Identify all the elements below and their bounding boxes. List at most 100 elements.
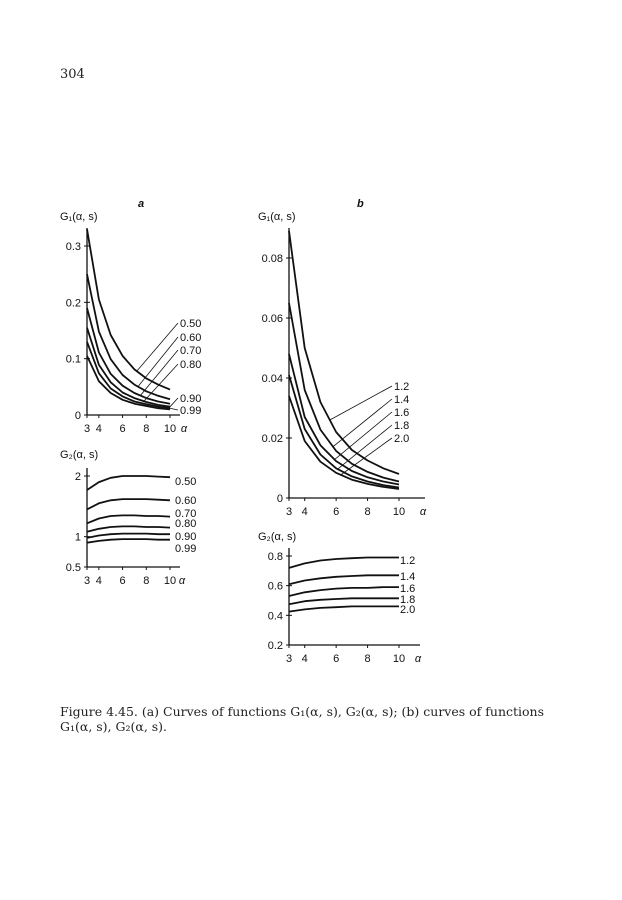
curve-label: 0.70: [180, 345, 201, 357]
leader-line: [329, 385, 393, 421]
curve-0.70: [86, 307, 171, 405]
y-tick-label: 0: [277, 493, 283, 505]
y-tick-label: 0.3: [66, 241, 81, 253]
leader-line: [332, 398, 393, 447]
x-tick-label: 10: [164, 575, 176, 587]
figure-caption: Figure 4.45. (a) Curves of functions G₁(…: [60, 704, 545, 734]
curve-0.80: [86, 327, 171, 408]
x-tick-label: 8: [143, 423, 149, 435]
curve-label: 1.2: [400, 555, 415, 567]
curve-label: 1.6: [394, 407, 409, 419]
curve-0.80: [86, 525, 171, 533]
curve-0.90: [86, 341, 171, 410]
curve-0.90: [86, 532, 170, 539]
y-tick-label: 0.04: [262, 373, 283, 385]
x-tick-label: 3: [84, 423, 90, 435]
y-axis-title: G₂(α, s): [60, 449, 98, 461]
y-tick-label: 0.06: [262, 313, 283, 325]
leader-line: [168, 397, 179, 409]
curve-1.2: [288, 556, 399, 569]
y-tick-label: 0.4: [268, 610, 283, 622]
curve-2.0: [288, 605, 399, 613]
x-tick-label: 8: [143, 575, 149, 587]
leader-line: [140, 349, 179, 396]
x-tick-label: 6: [120, 423, 126, 435]
leader-line: [143, 363, 179, 402]
y-tick-label: 0.2: [268, 640, 283, 652]
y-tick-label: 0.02: [262, 433, 283, 445]
x-tick-label: 3: [84, 575, 90, 587]
curve-1.8: [288, 597, 399, 606]
x-axis-title: α: [420, 506, 427, 518]
curve-label: 0.80: [180, 359, 201, 371]
y-tick-label: 0.8: [268, 551, 283, 563]
leader-line: [334, 411, 393, 460]
x-axis-title: α: [179, 575, 186, 587]
y-axis-title: G₂(α, s): [258, 531, 296, 543]
curve-label: 0.90: [175, 531, 196, 543]
y-tick-label: 1: [75, 532, 81, 544]
x-tick-label: 3: [286, 506, 292, 518]
curve-0.70: [86, 514, 171, 525]
x-tick-label: 8: [365, 653, 371, 665]
y-axis-title: G₁(α, s): [258, 211, 296, 223]
curve-0.99: [86, 538, 170, 544]
x-tick-label: 4: [96, 575, 102, 587]
leader-line: [340, 437, 393, 476]
curve-label: 0.99: [180, 405, 201, 417]
curve-label: 1.8: [400, 594, 415, 606]
curve-0.60: [86, 498, 171, 511]
curve-label: 1.4: [400, 571, 415, 583]
curve-label: 2.0: [394, 433, 409, 445]
x-tick-label: 3: [286, 653, 292, 665]
panel-letter: a: [138, 198, 144, 210]
leader-line: [136, 322, 179, 372]
curve-label: 0.50: [180, 318, 201, 330]
x-tick-label: 4: [302, 653, 308, 665]
curve-1.2: [288, 230, 400, 475]
curve-0.50: [86, 228, 171, 391]
curve-label: 1.4: [394, 394, 409, 406]
curve-label: 1.8: [394, 420, 409, 432]
page-number: 304: [60, 67, 85, 82]
curve-label: 0.99: [175, 543, 196, 555]
curve-1.6: [288, 353, 400, 486]
x-tick-label: 10: [393, 653, 405, 665]
y-axis-title: G₁(α, s): [60, 211, 98, 223]
x-axis-title: α: [181, 423, 188, 435]
panel-letter: b: [357, 198, 364, 210]
y-tick-label: 2: [75, 471, 81, 483]
x-tick-label: 6: [333, 506, 339, 518]
curve-0.50: [86, 475, 171, 491]
curve-0.99: [86, 355, 171, 411]
leader-line: [337, 424, 393, 470]
curve-label: 0.60: [180, 332, 201, 344]
x-tick-label: 8: [365, 506, 371, 518]
x-tick-label: 4: [302, 506, 308, 518]
curve-1.6: [288, 586, 399, 597]
y-tick-label: 0.2: [66, 297, 81, 309]
y-tick-label: 0.6: [268, 581, 283, 593]
leader-line: [169, 407, 179, 411]
curve-label: 0.60: [175, 495, 196, 507]
x-tick-label: 6: [333, 653, 339, 665]
curve-label: 0.80: [175, 518, 196, 530]
x-tick-label: 10: [164, 423, 176, 435]
curve-1.4: [288, 574, 399, 586]
leader-line: [137, 336, 179, 387]
curve-2.0: [288, 395, 400, 490]
curve-label: 1.6: [400, 583, 415, 595]
curve-label: 1.2: [394, 381, 409, 393]
x-tick-label: 10: [393, 506, 405, 518]
y-tick-label: 0: [75, 410, 81, 422]
curve-label: 2.0: [400, 604, 415, 616]
curve-1.4: [288, 302, 400, 483]
curve-label: 0.50: [175, 476, 196, 488]
x-tick-label: 6: [120, 575, 126, 587]
y-tick-label: 0.5: [66, 562, 81, 574]
y-tick-label: 0.1: [66, 354, 81, 366]
curve-label: 0.90: [180, 393, 201, 405]
curve-label: 0.70: [175, 508, 196, 520]
y-tick-label: 0.08: [262, 253, 283, 265]
